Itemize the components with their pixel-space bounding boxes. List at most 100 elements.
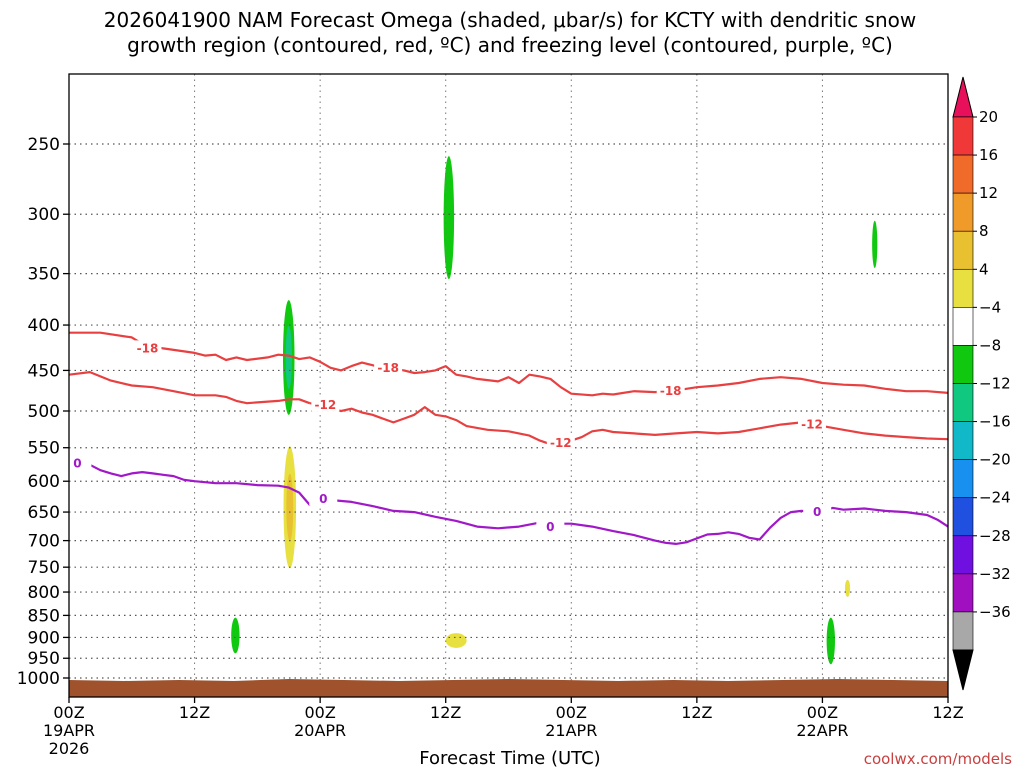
contour-layer: -18 -18 -18 -12 -12 -12 0 0 0 0 (63, 331, 949, 545)
omega-region-6 (844, 579, 851, 597)
colorbar-label-11: −28 (979, 527, 1011, 545)
contour-label-0-0: -18 (137, 341, 159, 355)
x-tick-label-24: 00Z (304, 703, 335, 722)
x-tick-year-0: 2026 (49, 739, 90, 758)
colorbar-bottom-arrow (952, 649, 974, 691)
contour-label-2-2: -12 (801, 418, 823, 432)
colorbar-segment-12 (952, 573, 974, 613)
colorbar-label-2: 12 (979, 184, 998, 202)
colorbar-label-12: −32 (979, 565, 1011, 583)
colorbar-segment-0 (952, 116, 974, 156)
colorbar-segment-8 (952, 421, 974, 460)
y-tick-label-400: 400 (28, 316, 60, 336)
x-tick-label-48: 00Z (556, 703, 587, 722)
colorbar-label-9: −20 (979, 451, 1011, 469)
omega-region-5 (826, 617, 835, 665)
contour-label-bg-0-1 (374, 359, 403, 375)
colorbar-label-8: −16 (979, 413, 1011, 431)
y-tick-label-800: 800 (28, 583, 60, 603)
contour-label-2-0: -12 (315, 398, 337, 412)
contour-line-1 (68, 371, 311, 405)
contour-label-bg-0-2 (656, 383, 685, 399)
x-tick-label-36: 12Z (430, 703, 461, 722)
contour-label-bg-3-1 (309, 490, 338, 506)
y-tick-label-900: 900 (28, 628, 60, 648)
colorbar-segment-2 (952, 192, 974, 232)
contour-line-0 (69, 331, 949, 397)
colorbar-label-5: −4 (979, 298, 1001, 316)
colorbar-label-1: 16 (979, 146, 998, 164)
x-tick-date-0: 19APR (43, 721, 95, 740)
contour-label-bg-3-2 (536, 519, 565, 535)
contour-label-bg-2-2 (797, 416, 826, 432)
colorbar-label-10: −24 (979, 489, 1011, 507)
plot-frame (68, 73, 949, 698)
x-tick-label-60: 12Z (681, 703, 712, 722)
y-tick-label-300: 300 (28, 205, 60, 225)
colorbar-segment-9 (952, 459, 974, 499)
y-tick-label-550: 550 (28, 439, 60, 459)
colorbar-top-arrow (952, 76, 974, 118)
contour-label-0-1: -18 (377, 361, 399, 375)
plot-area (69, 74, 948, 697)
colorbar-segment-10 (952, 497, 974, 537)
plot-background (69, 74, 948, 697)
omega-core-0 (285, 325, 292, 390)
y-axis-ticks: 2503003504004505005506006507007508008509… (17, 135, 69, 689)
contour-label-3-1: 0 (319, 492, 327, 506)
colorbar-label-4: 4 (979, 260, 989, 278)
ground-layer (69, 679, 948, 697)
omega-core-3 (286, 473, 294, 541)
contour-label-bg-2-1 (546, 434, 575, 450)
y-tick-label-950: 950 (28, 649, 60, 669)
colorbar-label-6: −8 (979, 336, 1001, 354)
y-tick-label-500: 500 (28, 402, 60, 422)
colorbar-segment-13 (952, 611, 974, 651)
colorbar: 20 16 12 8 4 −4 −8 −12 −16 −20 −24 −28 −32 −36 (952, 76, 1011, 691)
x-tick-date-72: 22APR (796, 721, 848, 740)
colorbar-label-13: −36 (979, 603, 1011, 621)
plot-border (68, 73, 949, 698)
contour-label-3-0: 0 (73, 456, 81, 470)
x-tick-label-12: 12Z (179, 703, 210, 722)
colorbar-segment-4 (952, 268, 974, 308)
y-tick-label-650: 650 (28, 503, 60, 523)
contour-label-bg-3-0 (63, 455, 92, 471)
x-axis-label: Forecast Time (UTC) (419, 748, 600, 768)
x-tick-label-72: 00Z (807, 703, 838, 722)
omega-shading-layer (231, 156, 878, 665)
colorbar-segment-11 (952, 535, 974, 575)
y-tick-label-750: 750 (28, 558, 60, 578)
x-tick-label-0: 00Z (53, 703, 84, 722)
colorbar-label-7: −12 (979, 375, 1011, 393)
x-tick-label-84: 12Z (932, 703, 963, 722)
colorbar-segment-1 (952, 154, 974, 194)
contour-label-0-2: -18 (660, 384, 682, 398)
credit-link[interactable]: coolwx.com/models (864, 750, 1012, 768)
chart-title-line-1: 2026041900 NAM Forecast Omega (shaded, μ… (104, 8, 916, 32)
y-tick-label-700: 700 (28, 532, 60, 552)
colorbar-segment-6 (952, 345, 974, 384)
chart-title-line-2: growth region (contoured, red, ºC) and f… (127, 33, 893, 57)
contour-label-bg-2-0 (311, 396, 340, 412)
contour-label-bg-0-0 (133, 340, 162, 356)
y-tick-label-600: 600 (28, 472, 60, 492)
y-tick-label-450: 450 (28, 361, 60, 381)
omega-region-4 (231, 617, 240, 654)
x-tick-date-48: 21APR (545, 721, 597, 740)
grid-layer (69, 74, 948, 697)
colorbar-segment-7 (952, 383, 974, 422)
y-tick-label-1000: 1000 (17, 669, 60, 689)
y-tick-label-250: 250 (28, 135, 60, 155)
colorbar-label-3: 8 (979, 222, 989, 240)
ground-surface (69, 679, 948, 697)
y-tick-label-350: 350 (28, 265, 60, 285)
colorbar-label-0: 20 (979, 108, 998, 126)
colorbar-segment-3 (952, 230, 974, 270)
contour-label-2-1: -12 (550, 436, 572, 450)
y-tick-label-850: 850 (28, 606, 60, 626)
contour-label-bg-3-3 (803, 504, 832, 520)
omega-region-2 (872, 220, 878, 269)
